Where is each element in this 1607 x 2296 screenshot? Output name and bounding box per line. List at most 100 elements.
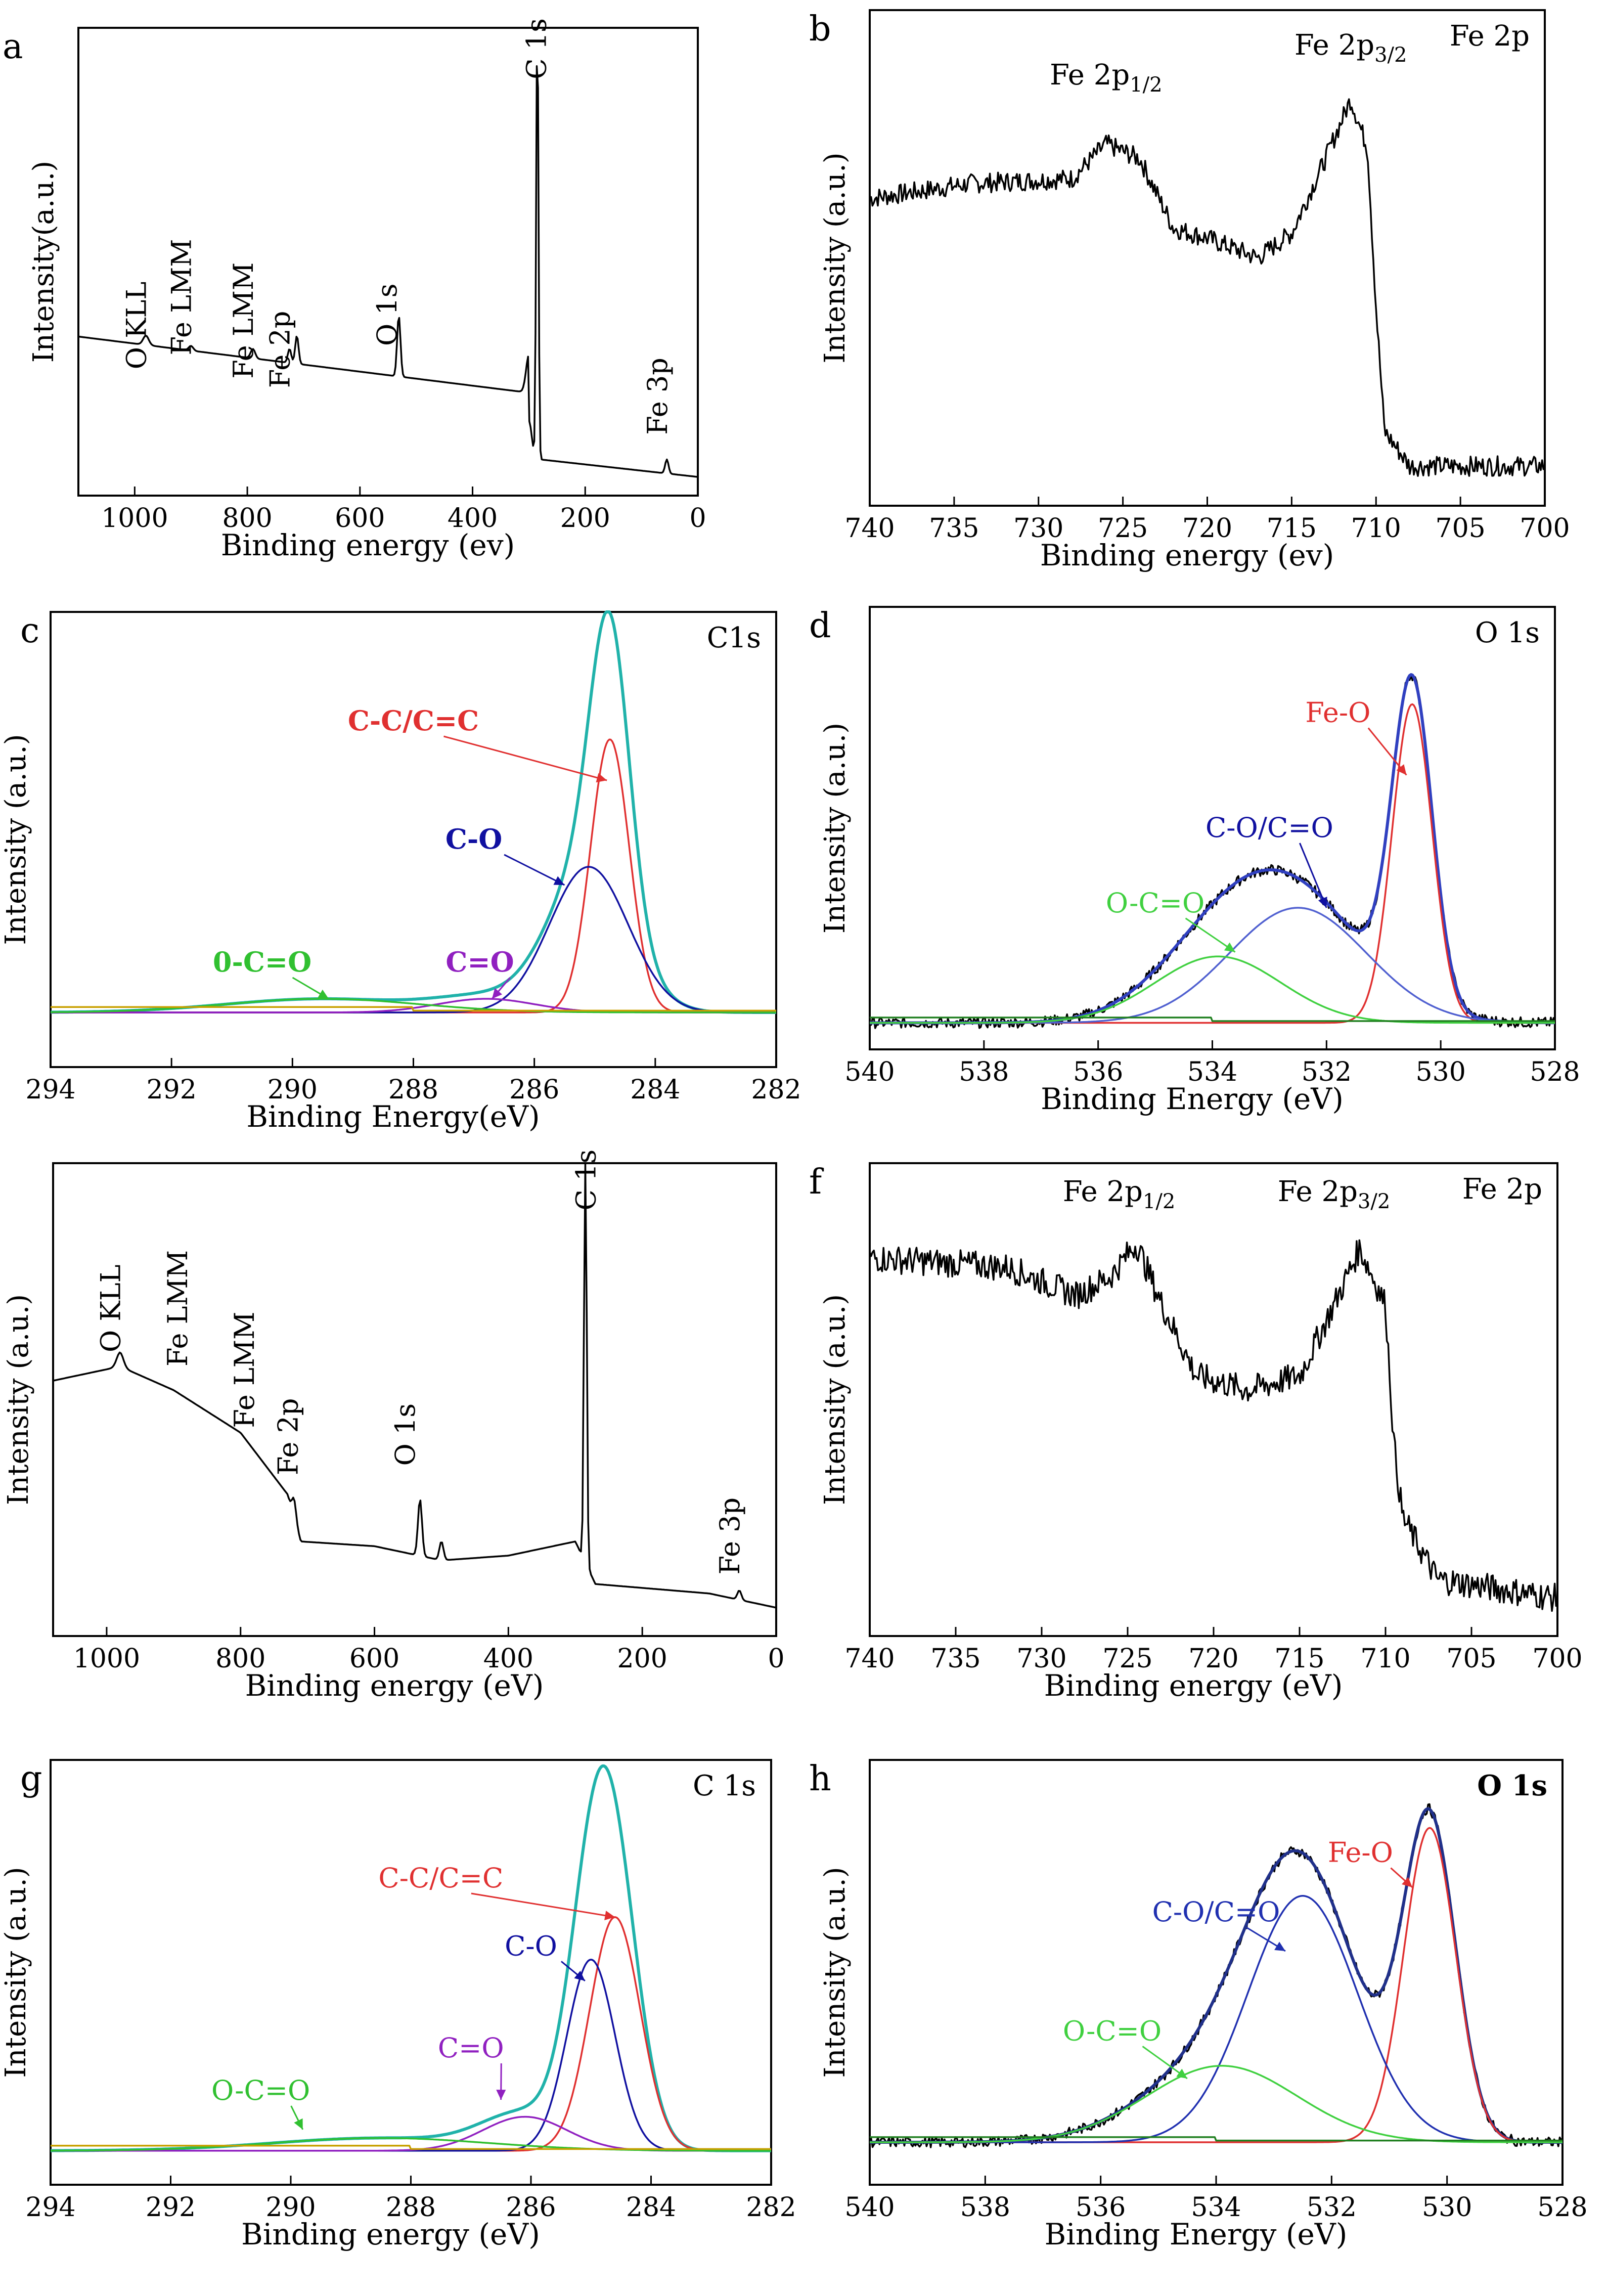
x-tick-label: 725 (1098, 513, 1148, 544)
peak-label: Fe LMM (166, 239, 198, 355)
series-survey (53, 1162, 777, 1609)
series-envelope (50, 610, 777, 1014)
x-tick-label: 530 (1422, 2192, 1472, 2223)
x-tick-label: 288 (386, 2192, 436, 2223)
x-tick-label: 715 (1274, 1644, 1324, 1674)
x-tick-label: 730 (1013, 513, 1063, 544)
component-label: C-O (445, 823, 502, 855)
peak-label: Fe 2p1/2 (1050, 59, 1163, 97)
x-tick-label: 715 (1267, 513, 1317, 544)
x-tick-label: 735 (929, 513, 979, 544)
panel-a: 1000 800 600 400 200 0 Binding energy (ev) Inte… (3, 18, 706, 562)
component-label: C-O/C=O (1152, 1896, 1280, 1928)
plot-frame (50, 1759, 772, 2186)
x-axis-label: Binding Energy (eV) (1045, 2217, 1348, 2251)
series-o-c-o (51, 2137, 771, 2152)
panel-e: 1000 800 600 400 200 0 Binding energy (eV) Inte… (2, 1150, 785, 1703)
annotation-arrowhead (294, 2118, 303, 2130)
x-tick-label: 400 (448, 503, 498, 534)
series-background (51, 2144, 771, 2150)
x-tick-label: 725 (1102, 1644, 1152, 1674)
x-tick-label: 700 (1532, 1644, 1582, 1674)
y-axis-label: Intensity (a.u.) (819, 1867, 852, 2078)
annotation-arrowhead (1224, 942, 1235, 952)
component-label: O-C=O (1063, 2015, 1162, 2047)
annotation-arrowhead (1274, 1941, 1285, 1951)
component-label: 0-C=O (213, 946, 311, 978)
x-axis-label: Binding energy (ev) (221, 528, 515, 562)
x-tick-label: 705 (1435, 513, 1485, 544)
series-background (870, 1017, 1555, 1022)
x-tick-label: 720 (1188, 1644, 1238, 1674)
component-label: O-C=O (211, 2074, 310, 2106)
peak-label: Fe 2p (272, 1398, 304, 1476)
x-tick-label: 705 (1446, 1644, 1496, 1674)
peak-label: C 1s (520, 18, 552, 79)
y-axis-label: Intensity(a.u.) (27, 161, 60, 363)
series-0-c-o (51, 998, 776, 1013)
series-c-o-c-o (870, 1895, 1563, 2143)
component-label: C=O (445, 946, 514, 978)
x-tick-label: 530 (1416, 1057, 1466, 1087)
panel-label: f (809, 1162, 824, 1202)
annotation-arrowhead (318, 989, 329, 999)
panel-title: C1s (707, 622, 761, 654)
panel-label: c (20, 611, 39, 651)
x-tick-label: 286 (506, 2192, 556, 2223)
panel-c: 294 292 290 288 286 284 282 Binding Energy(eV) I… (0, 610, 801, 1134)
peak-label: O KLL (121, 282, 153, 370)
x-tick-label: 0 (768, 1644, 784, 1674)
x-tick-label: 292 (146, 2192, 196, 2223)
series-fe-o (870, 1827, 1563, 2143)
x-tick-label: 740 (844, 513, 895, 544)
peak-label: O KLL (95, 1265, 126, 1353)
x-tick-label: 536 (1073, 1057, 1123, 1087)
panel-d: 540 538 536 534 532 530 528 Binding Energy (eV)… (809, 606, 1580, 1116)
annotation-arrowhead (553, 876, 565, 885)
x-tick-label: 538 (959, 1057, 1009, 1087)
x-tick-label: 528 (1537, 2192, 1587, 2223)
x-tick-label: 540 (844, 2192, 895, 2223)
x-tick-label: 538 (960, 2192, 1010, 2223)
component-label: C-C/C=C (378, 1862, 503, 1894)
component-label: C-O/C=O (1206, 812, 1333, 844)
x-tick-label: 400 (483, 1644, 533, 1674)
x-tick-label: 735 (930, 1644, 980, 1674)
panel-title: O 1s (1477, 1769, 1547, 1802)
x-axis-label: Binding Energy (eV) (1041, 1082, 1344, 1116)
component-label: C=O (438, 2032, 504, 2064)
x-tick-label: 720 (1182, 513, 1232, 544)
peak-label: Fe 3p (714, 1497, 746, 1575)
x-tick-label: 288 (388, 1075, 438, 1105)
series-c-c-c-c (51, 738, 776, 1013)
peak-label: Fe 3p (642, 358, 674, 435)
component-label: C-O (505, 1930, 557, 1962)
x-tick-label: 532 (1302, 1057, 1352, 1087)
series-fe-2p (869, 98, 1545, 477)
peak-label: O 1s (389, 1403, 421, 1466)
x-tick-label: 286 (509, 1075, 559, 1105)
y-axis-label: Intensity (a.u.) (819, 1294, 852, 1505)
x-tick-label: 292 (147, 1075, 197, 1105)
x-tick-label: 534 (1191, 2192, 1241, 2223)
x-tick-label: 200 (560, 503, 610, 534)
x-tick-label: 284 (626, 2192, 676, 2223)
x-tick-label: 1000 (101, 503, 168, 534)
annotation-arrowhead (1318, 897, 1327, 908)
panel-title: O 1s (1475, 616, 1540, 649)
x-axis-label: Binding energy (eV) (245, 1668, 544, 1703)
series-fe-2p (869, 1239, 1558, 1612)
x-axis-label: Binding Energy(eV) (246, 1099, 540, 1134)
peak-label: Fe LMM (229, 1312, 260, 1428)
series-o-c-o (870, 2065, 1563, 2143)
panel-label: h (809, 1759, 831, 1799)
peak-label: Fe LMM (162, 1250, 194, 1366)
x-tick-label: 536 (1076, 2192, 1126, 2223)
component-label: Fe-O (1328, 1837, 1393, 1869)
annotation-arrow (471, 1892, 615, 1918)
series-envelope (50, 1764, 772, 2152)
x-tick-label: 700 (1520, 513, 1570, 544)
x-tick-label: 0 (689, 503, 706, 534)
peak-label: C 1s (570, 1150, 602, 1211)
annotation-arrowhead (1176, 2068, 1187, 2079)
